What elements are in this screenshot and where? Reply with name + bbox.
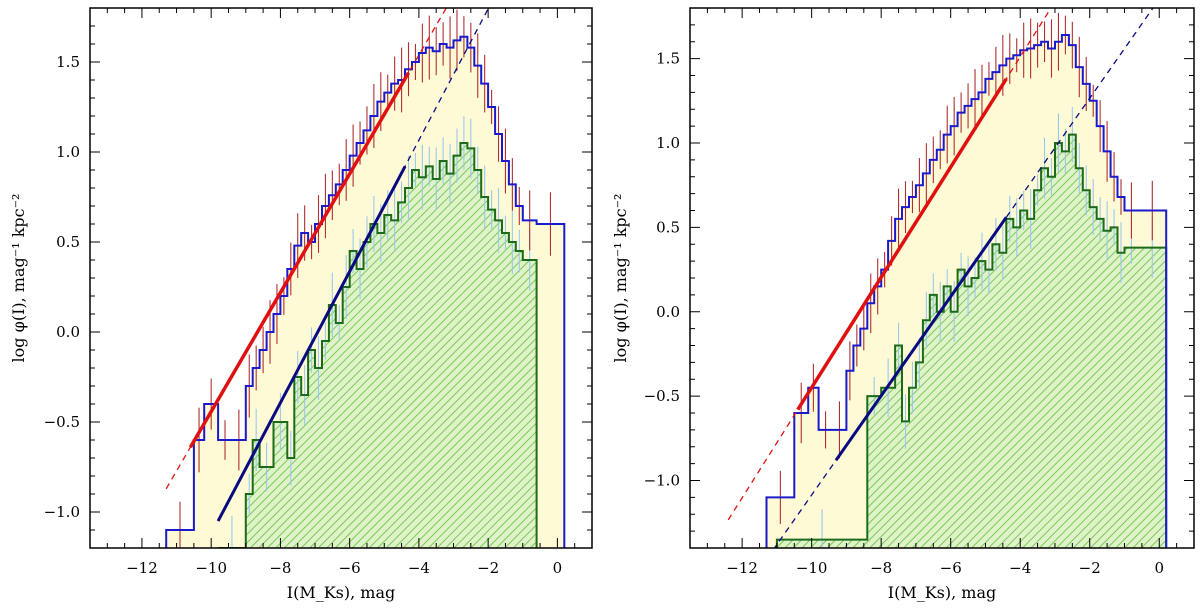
right-ytick-label: 0.0	[656, 303, 680, 321]
right-xtick-label: −8	[870, 559, 892, 577]
left-subset-line	[218, 142, 538, 548]
right-subset-line	[775, 133, 1168, 548]
right-total-line	[765, 34, 1168, 548]
right-ytick-label: 1.5	[656, 50, 680, 68]
right-plot-area	[727, 8, 1168, 548]
left-panel: −12 −10 −8 −6 −4 −2 0 −1.0 −0.5 0.0 0.5 …	[9, 7, 593, 602]
left-plot-area	[165, 8, 566, 548]
right-subset-fill	[776, 134, 1167, 548]
left-ytick-label: 0.5	[56, 233, 80, 251]
left-xtick-label: 0	[553, 559, 563, 577]
left-xtick-label: −6	[339, 559, 361, 577]
right-xtick-label: −2	[1079, 559, 1101, 577]
right-ytick-label: −0.5	[644, 387, 680, 405]
left-ytick-label: 0.0	[56, 323, 80, 341]
right-fit-total-line	[796, 77, 1008, 411]
left-ytick-label: 1.0	[56, 143, 80, 161]
right-xtick-label: 0	[1154, 559, 1164, 577]
right-xtick-label: −6	[940, 559, 962, 577]
left-xtick-label: −12	[126, 559, 158, 577]
left-ytick-label: 1.5	[56, 53, 80, 71]
right-xtick-label: −12	[726, 559, 758, 577]
left-ticks	[89, 7, 593, 549]
right-ticks	[689, 7, 1195, 549]
right-ylabel: log φ(I), mag⁻¹ kpc⁻²	[611, 194, 630, 363]
left-ytick-label: −0.5	[44, 413, 80, 431]
left-total-line	[165, 35, 566, 548]
left-subset-fill	[218, 143, 537, 548]
left-fit-subset-line	[216, 165, 407, 522]
left-xlabel: I(M_Ks), mag	[287, 583, 395, 602]
left-ytick-label: −1.0	[44, 503, 80, 521]
right-xtick-label: −10	[796, 559, 828, 577]
left-ylabel: log φ(I), mag⁻¹ kpc⁻²	[9, 194, 28, 363]
left-xtick-label: −8	[269, 559, 291, 577]
right-xtick-label: −4	[1009, 559, 1031, 577]
right-panel: −12 −10 −8 −6 −4 −2 0 −1.0 −0.5 0.0 0.5 …	[611, 7, 1195, 602]
right-fit-subset-line	[834, 216, 1008, 462]
left-xtick-label: −2	[477, 559, 499, 577]
left-fit-total-line	[188, 71, 411, 449]
right-ytick-label: 0.5	[656, 218, 680, 236]
right-ytick-label: 1.0	[656, 134, 680, 152]
left-xtick-label: −4	[408, 559, 430, 577]
right-ytick-label: −1.0	[644, 472, 680, 490]
left-xtick-label: −10	[195, 559, 227, 577]
right-xlabel: I(M_Ks), mag	[888, 583, 996, 602]
